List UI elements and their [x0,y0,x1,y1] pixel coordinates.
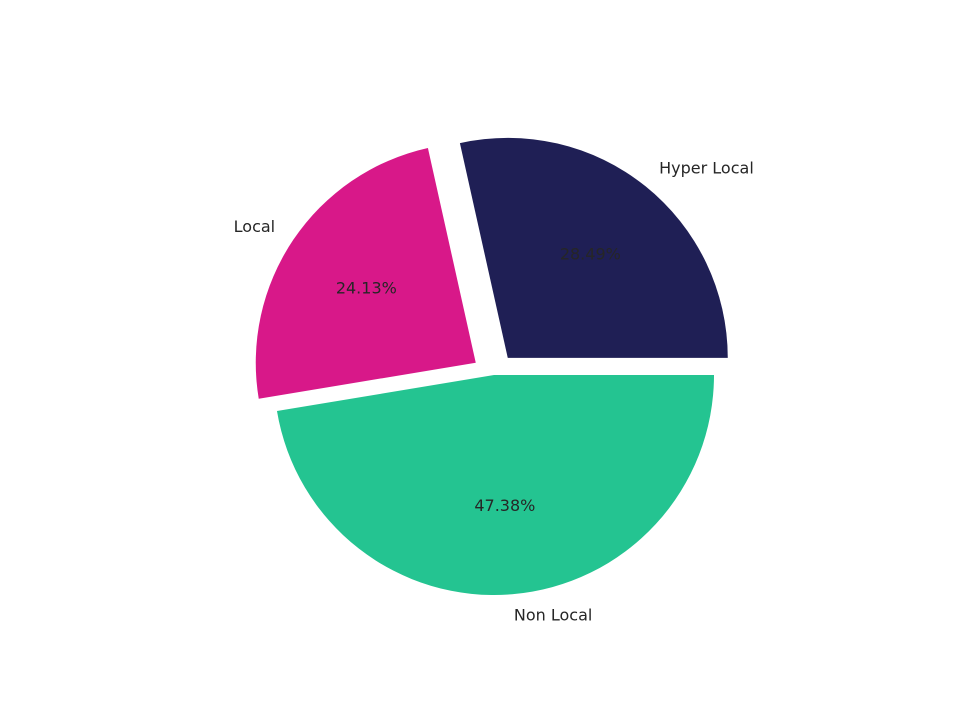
pie-slice-non-local [276,375,714,596]
pct-label-non-local: 47.38% [474,496,535,515]
pie-slice-local [255,147,476,399]
pct-label-local: 24.13% [336,278,397,297]
slice-label-hyper-local: Hyper Local [659,159,754,178]
pct-label-hyper-local: 28.49% [560,244,621,263]
pie-slice-hyper-local [459,137,728,358]
slice-label-non-local: Non Local [514,606,592,625]
pie-slices [255,137,728,596]
pie-labels: Hyper Local 28.49% Local 24.13% Non Local 47.… [234,159,754,625]
slice-label-local: Local [234,217,275,236]
